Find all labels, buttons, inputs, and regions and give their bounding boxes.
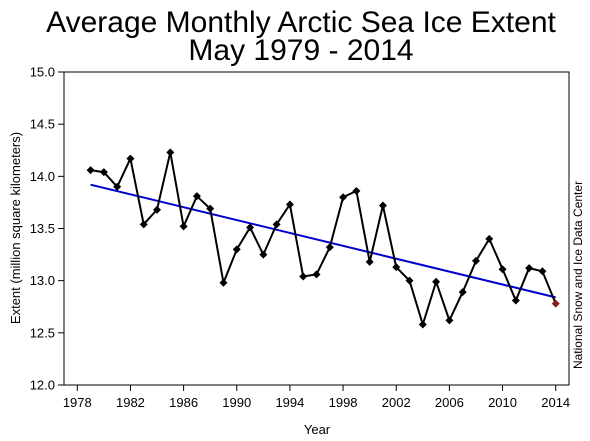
data-point	[219, 278, 228, 287]
chart-title-line-2: May 1979 - 2014	[188, 34, 413, 67]
data-point	[272, 220, 281, 229]
y-axis: 12.0 12.5 13.0 13.5 14.0 14.5 15.0	[30, 65, 64, 393]
data-point	[458, 288, 467, 297]
data-point	[498, 265, 507, 274]
data-point	[126, 154, 135, 163]
data-point	[86, 166, 95, 175]
x-tick-label: 1990	[222, 395, 251, 410]
data-point	[166, 148, 175, 157]
x-tick-label: 1998	[329, 395, 358, 410]
x-tick-label: 2014	[541, 395, 570, 410]
data-point	[232, 245, 241, 254]
data-point	[445, 316, 454, 325]
x-tick-label: 1994	[275, 395, 304, 410]
data-point	[325, 243, 334, 252]
x-tick-label: 2002	[382, 395, 411, 410]
y-tick-label: 14.5	[30, 117, 55, 132]
data-point	[339, 193, 348, 202]
trend-line	[90, 183, 556, 299]
data-point	[246, 223, 255, 232]
data-point	[538, 267, 547, 276]
chart-title-line-1: Average Monthly Arctic Sea Ice Extent	[46, 6, 556, 39]
data-point	[153, 205, 162, 214]
y-tick-label: 12.0	[30, 378, 55, 393]
y-tick-label: 13.0	[30, 273, 55, 288]
y-tick-label: 15.0	[30, 65, 55, 80]
data-point	[285, 200, 294, 209]
data-point	[485, 234, 494, 243]
data-point	[471, 256, 480, 265]
data-point	[525, 264, 534, 273]
data-point	[259, 250, 268, 259]
y-tick-label: 14.0	[30, 169, 55, 184]
data-point	[511, 296, 520, 305]
y-axis-label: Extent (million square kilometers)	[8, 132, 23, 324]
data-point	[299, 272, 308, 281]
y-tick-label: 12.5	[30, 325, 55, 340]
data-point	[352, 186, 361, 195]
x-tick-label: 2006	[435, 395, 464, 410]
data-point	[179, 222, 188, 231]
data-point	[99, 168, 108, 177]
x-tick-label: 1986	[169, 395, 198, 410]
plot-area	[63, 71, 570, 386]
data-point	[206, 204, 215, 213]
data-point	[405, 276, 414, 285]
data-point	[192, 192, 201, 201]
data-point	[365, 257, 374, 266]
data-point	[418, 320, 427, 329]
data-point	[113, 182, 122, 191]
x-tick-label: 2010	[488, 395, 517, 410]
credit-label: National Snow and Ice Data Center	[571, 181, 585, 369]
x-tick-label: 1978	[63, 395, 92, 410]
data-point	[378, 201, 387, 210]
x-axis: 1978 1982 1986 1990 1994 1998 2002 2006 2010 2014	[63, 385, 570, 410]
data-point	[139, 220, 148, 229]
data-point	[432, 277, 441, 286]
data-point	[392, 263, 401, 272]
data-point-latest	[551, 299, 560, 308]
y-tick-label: 13.5	[30, 221, 55, 236]
data-line	[90, 152, 557, 328]
data-point	[312, 270, 321, 279]
x-axis-label: Year	[304, 422, 331, 437]
data-markers	[86, 148, 560, 329]
x-tick-label: 1982	[116, 395, 145, 410]
